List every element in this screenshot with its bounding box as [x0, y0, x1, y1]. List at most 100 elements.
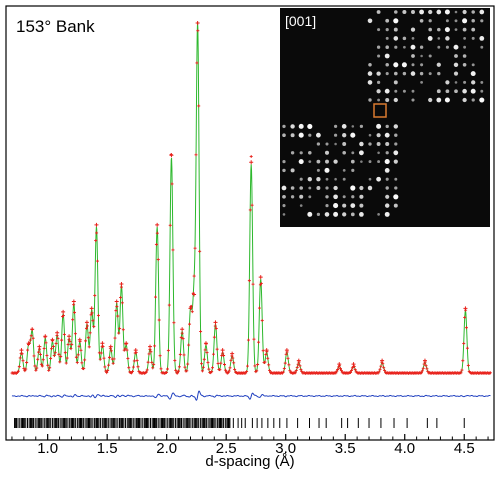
diffraction-spot	[290, 151, 295, 155]
observed-point	[48, 366, 52, 370]
diffraction-spot	[470, 71, 476, 77]
diffraction-spot	[393, 159, 398, 164]
observed-point	[422, 358, 427, 363]
diffraction-spot	[470, 88, 476, 94]
observed-point	[182, 353, 186, 357]
diffraction-spot	[411, 89, 415, 93]
diffraction-spot	[376, 133, 381, 138]
diffraction-spot	[384, 203, 390, 208]
observed-point	[19, 348, 24, 353]
diffraction-spot	[428, 19, 432, 23]
observed-point	[17, 365, 21, 369]
observed-point	[251, 282, 255, 286]
diffraction-spot	[471, 19, 475, 23]
observed-point	[16, 369, 20, 373]
diffraction-spot	[436, 9, 442, 15]
observed-point	[180, 331, 184, 335]
observed-point	[123, 347, 127, 351]
diffraction-spot	[290, 133, 295, 138]
diffraction-spot	[325, 195, 329, 199]
observed-point	[257, 306, 261, 310]
observed-point	[176, 371, 180, 375]
observed-point	[18, 356, 22, 360]
diffraction-spot	[445, 36, 450, 41]
observed-point	[80, 361, 84, 365]
observed-point	[112, 357, 116, 361]
diffraction-spot	[436, 89, 441, 94]
observed-point	[119, 296, 123, 300]
observed-point	[383, 368, 387, 372]
diffraction-spot	[385, 124, 389, 129]
diffraction-spot	[324, 212, 330, 217]
diffraction-spot	[333, 203, 339, 209]
observed-point	[61, 309, 66, 314]
observed-point	[170, 182, 174, 186]
diffraction-spot	[290, 186, 295, 190]
observed-point	[203, 341, 208, 346]
diffraction-spot	[350, 203, 356, 208]
diffraction-spot	[368, 177, 372, 181]
observed-point	[84, 320, 89, 325]
observed-point	[462, 341, 466, 345]
observed-point	[117, 331, 121, 335]
observed-point	[153, 344, 157, 348]
diffraction-spot	[350, 212, 355, 217]
observed-point	[59, 355, 63, 359]
diffraction-spot	[342, 195, 346, 199]
observed-point	[461, 359, 465, 363]
diffraction-spot	[308, 186, 312, 190]
diffraction-spot	[462, 62, 467, 67]
observed-point	[25, 360, 29, 364]
observed-point	[53, 351, 57, 355]
observed-point	[419, 371, 423, 375]
diffraction-spot	[393, 27, 398, 32]
diffraction-spot	[393, 203, 398, 208]
observed-point	[246, 364, 250, 368]
observed-point	[44, 341, 48, 345]
diffraction-spot	[462, 88, 467, 94]
diffraction-spot	[384, 53, 390, 59]
diffraction-spot	[325, 186, 329, 190]
observed-point	[137, 369, 141, 373]
diffraction-spot	[282, 168, 286, 173]
diffraction-spot	[453, 44, 459, 50]
observed-point	[156, 258, 160, 262]
observed-point	[189, 304, 193, 308]
diffraction-spot	[316, 168, 320, 172]
diffraction-spot	[444, 27, 450, 33]
diffraction-spot	[444, 9, 450, 15]
observed-point	[79, 348, 83, 352]
diffraction-spot	[282, 194, 286, 199]
observed-point	[231, 356, 235, 360]
observed-point	[465, 346, 469, 350]
diffraction-spot	[282, 213, 286, 216]
observed-point	[157, 318, 161, 322]
diffraction-spot	[377, 213, 380, 216]
observed-point	[220, 348, 225, 353]
observed-point	[20, 352, 24, 356]
diffraction-spot	[393, 62, 399, 68]
observed-point	[425, 367, 429, 371]
x-tick-label: 1.5	[97, 440, 118, 457]
observed-point	[89, 313, 93, 317]
observed-point	[135, 359, 139, 363]
observed-point	[68, 340, 72, 344]
observed-point	[146, 360, 150, 364]
observed-point	[188, 306, 193, 311]
observed-point	[35, 366, 39, 370]
observed-point	[196, 29, 200, 33]
diffraction-spot	[463, 80, 467, 84]
observed-point	[50, 337, 55, 342]
observed-point	[104, 369, 108, 373]
observed-point	[99, 351, 103, 355]
observed-point	[114, 299, 119, 304]
diffraction-spot	[437, 71, 441, 76]
observed-point	[336, 367, 340, 371]
observed-point	[95, 231, 99, 235]
diffraction-spot	[316, 177, 321, 182]
diffraction-spot	[401, 62, 407, 68]
observed-point	[381, 362, 385, 366]
diffraction-spot	[368, 98, 372, 102]
observed-point	[377, 370, 381, 374]
